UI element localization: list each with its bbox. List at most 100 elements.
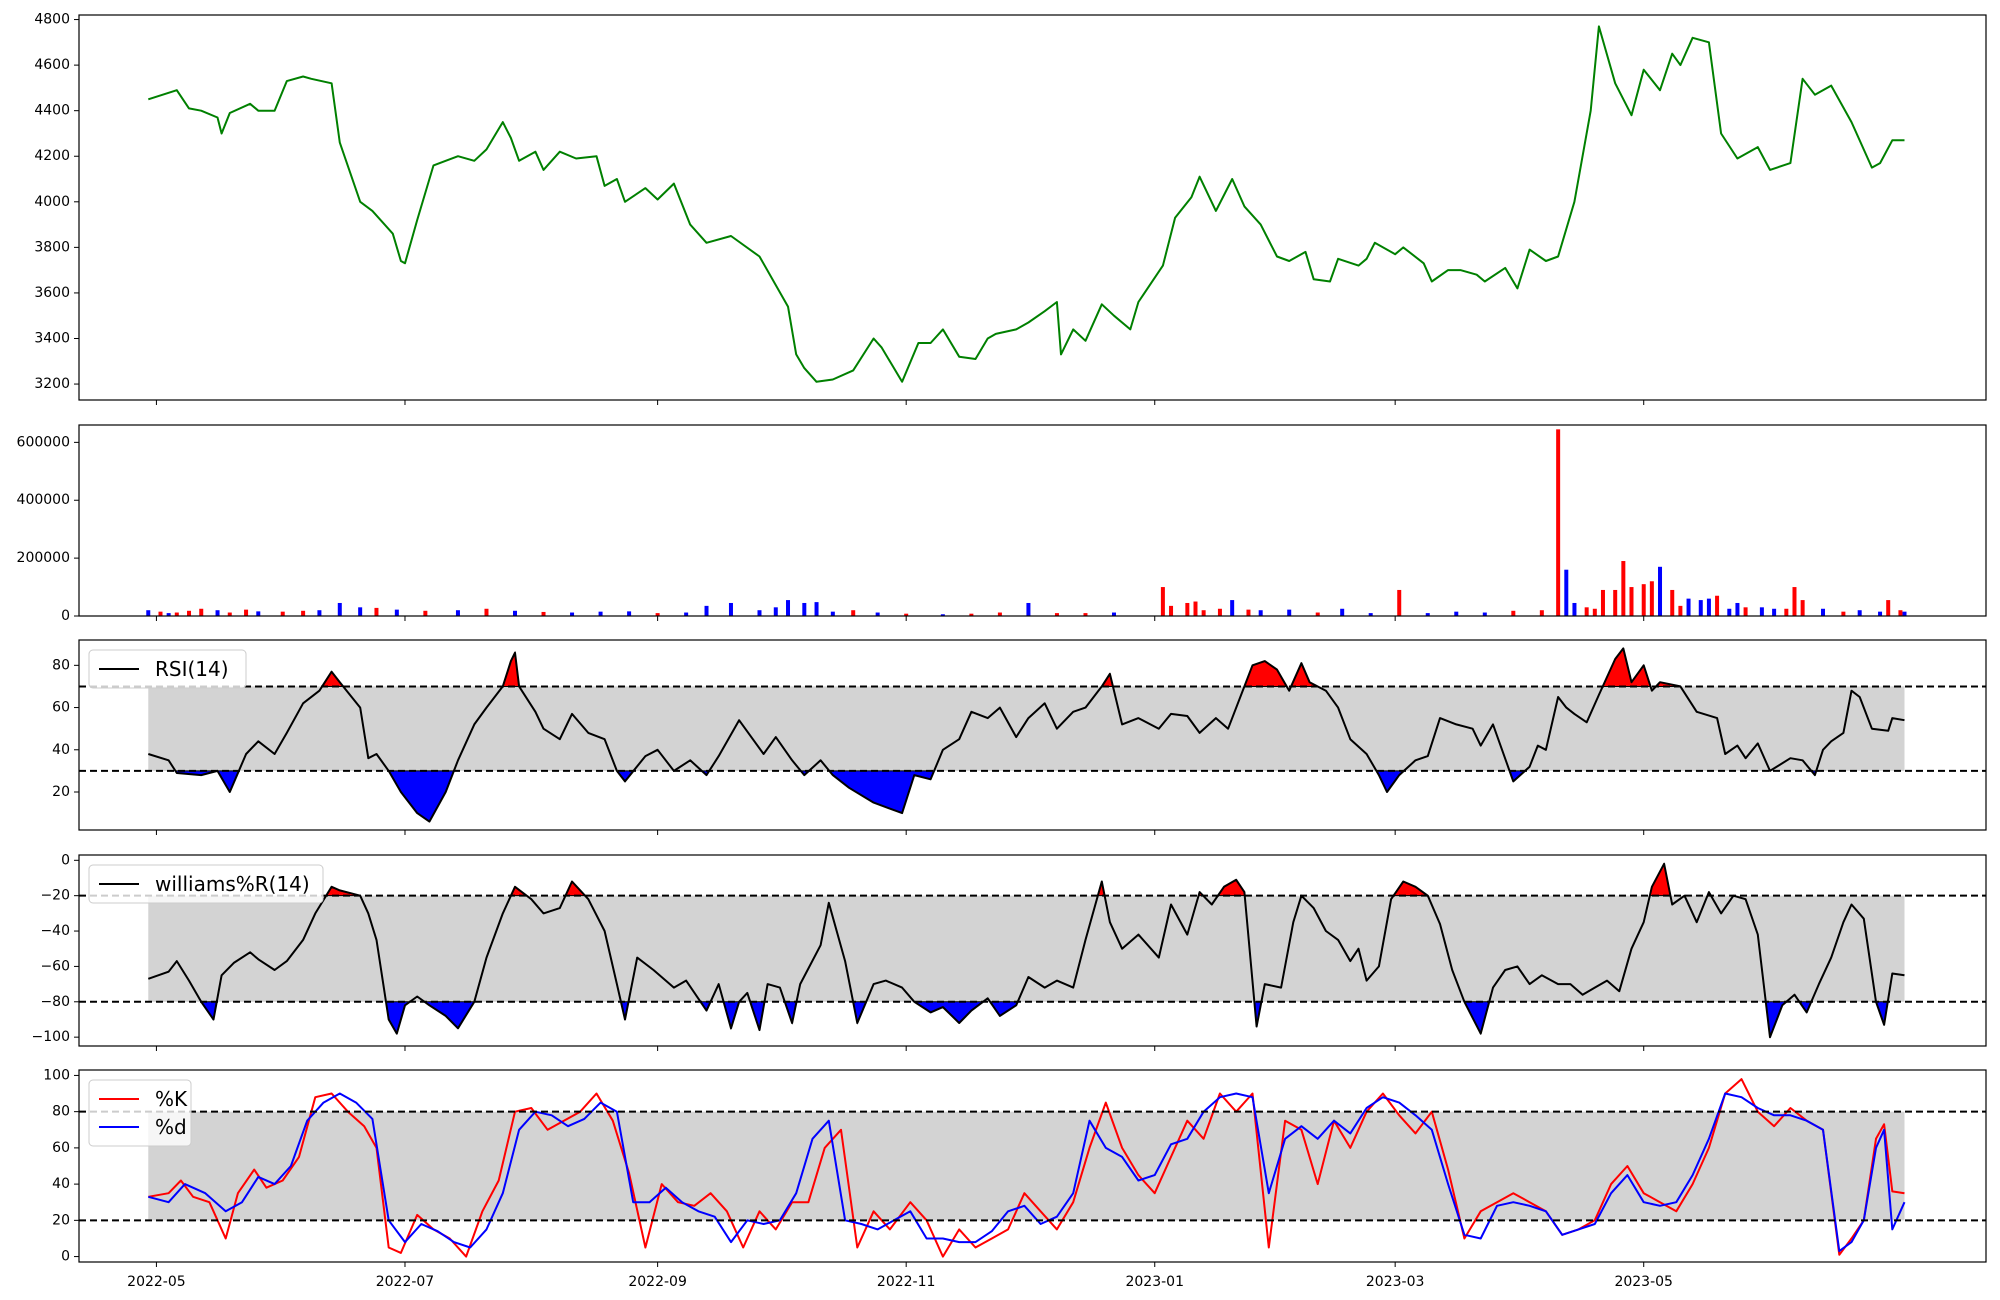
volume-bar bbox=[1743, 607, 1748, 616]
williams-legend-box bbox=[88, 864, 324, 904]
volume-bar bbox=[374, 607, 379, 616]
rsi-frame bbox=[78, 639, 1987, 831]
stochastic-panel: 0 20 40 60 80 100 %K %d bbox=[43, 1067, 1987, 1267]
volume-bar bbox=[655, 613, 660, 616]
rsi-legend-box bbox=[88, 649, 247, 689]
volume-bar bbox=[1670, 589, 1675, 616]
volume-bar bbox=[814, 602, 819, 616]
stochastic-ytick-label: 60 bbox=[52, 1140, 70, 1156]
williams-line-williams-r-14- bbox=[147, 862, 1905, 1039]
volume-bar bbox=[1715, 595, 1720, 616]
williams-ytick-label: −100 bbox=[32, 1029, 70, 1045]
williams-legend-label: williams%R(14) bbox=[155, 872, 310, 896]
volume-bar bbox=[1727, 608, 1732, 616]
volume-bar bbox=[773, 607, 778, 616]
volume-bar bbox=[1111, 612, 1116, 616]
price-line-close bbox=[147, 25, 1905, 383]
volume-ytick-label: 400000 bbox=[17, 492, 70, 508]
stochastic-frame bbox=[78, 1069, 1987, 1263]
price-ytick-label: 4600 bbox=[34, 57, 70, 73]
volume-bar bbox=[256, 611, 261, 616]
volume-bar bbox=[1340, 608, 1345, 616]
volume-bar bbox=[997, 612, 1002, 616]
volume-bar bbox=[728, 602, 733, 616]
volume-bar bbox=[317, 610, 322, 616]
volume-bar bbox=[244, 609, 249, 616]
volume-bar bbox=[1698, 600, 1703, 616]
volume-bar bbox=[1878, 611, 1883, 616]
volume-bar bbox=[940, 614, 945, 616]
volume-bar bbox=[187, 610, 192, 616]
volume-bar bbox=[570, 612, 575, 616]
volume-bar bbox=[1641, 584, 1646, 616]
price-ytick-label: 3800 bbox=[34, 239, 70, 255]
price-ytick-label: 3400 bbox=[34, 330, 70, 346]
volume-bar bbox=[166, 613, 171, 616]
volume-bar bbox=[627, 611, 632, 616]
volume-bar bbox=[1629, 587, 1634, 616]
volume-bar bbox=[484, 608, 489, 616]
price-panel: 3200 3400 3600 3800 4000 4200 4400 4600 4800 bbox=[34, 12, 1987, 405]
volume-bar bbox=[1658, 566, 1663, 616]
stochastic-ytick-label: 80 bbox=[52, 1104, 70, 1120]
volume-bar bbox=[394, 609, 399, 616]
volume-bar bbox=[146, 610, 151, 616]
x-tick-label: 2023-05 bbox=[1614, 1274, 1673, 1290]
price-ytick-label: 4400 bbox=[34, 103, 70, 119]
volume-bar bbox=[455, 610, 460, 616]
x-tick-label: 2023-01 bbox=[1125, 1274, 1184, 1290]
volume-bar bbox=[1735, 602, 1740, 616]
volume-bar bbox=[1800, 600, 1805, 616]
volume-bar bbox=[1083, 613, 1088, 616]
stochastic-neutral-band bbox=[148, 1111, 1905, 1221]
volume-bar bbox=[1592, 608, 1597, 616]
volume-bar bbox=[215, 610, 220, 616]
volume-bar bbox=[786, 600, 791, 616]
volume-bar bbox=[358, 607, 363, 616]
rsi-ytick-label: 60 bbox=[52, 700, 70, 716]
volume-bar bbox=[174, 612, 179, 616]
williams-ytick-label: −40 bbox=[40, 923, 70, 939]
volume-plot-area bbox=[79, 425, 1986, 616]
volume-bar bbox=[1454, 611, 1459, 616]
volume-bar bbox=[541, 611, 546, 616]
volume-bar bbox=[1185, 602, 1190, 616]
price-plot-area bbox=[79, 15, 1986, 400]
price-ytick-label: 3600 bbox=[34, 285, 70, 301]
stochastic-legend-label: %K bbox=[155, 1087, 188, 1111]
volume-bar bbox=[904, 613, 909, 616]
williams-ytick-label: −80 bbox=[40, 994, 70, 1010]
rsi-neutral-band bbox=[148, 686, 1905, 771]
volume-bar bbox=[1397, 589, 1402, 616]
stochastic-legend-box bbox=[88, 1079, 192, 1147]
volume-bar bbox=[1841, 611, 1846, 616]
volume-bar bbox=[969, 613, 974, 616]
volume-bar bbox=[802, 602, 807, 616]
price-ytick-label: 3200 bbox=[34, 376, 70, 392]
volume-bar bbox=[1315, 612, 1320, 616]
volume-bar bbox=[1572, 602, 1577, 616]
rsi-ytick-label: 80 bbox=[52, 657, 70, 673]
volume-bar bbox=[337, 602, 342, 616]
x-tick-label: 2022-09 bbox=[628, 1274, 687, 1290]
volume-ytick-label: 200000 bbox=[17, 550, 70, 566]
x-tick-label: 2022-05 bbox=[127, 1274, 186, 1290]
volume-bar bbox=[1287, 609, 1292, 616]
volume-bar bbox=[1511, 610, 1516, 616]
volume-bar bbox=[1821, 608, 1826, 616]
williams-neutral-band bbox=[148, 895, 1905, 1002]
volume-bar bbox=[1759, 607, 1764, 616]
volume-frame bbox=[78, 424, 1987, 617]
stochastic-legend-label: %d bbox=[155, 1115, 187, 1139]
volume-bar bbox=[1621, 561, 1626, 616]
williams-r-panel: −100 −80 −60 −40 −20 0 williams%R(14) bbox=[32, 852, 1987, 1051]
volume-bar bbox=[1564, 569, 1569, 616]
volume-bar bbox=[1772, 608, 1777, 616]
volume-bar bbox=[1217, 608, 1222, 616]
volume-bar bbox=[1160, 587, 1165, 616]
volume-bar bbox=[1886, 600, 1891, 616]
volume-bar bbox=[1246, 609, 1251, 616]
stochastic-ytick-label: 0 bbox=[61, 1249, 70, 1265]
williams-frame bbox=[78, 854, 1987, 1047]
